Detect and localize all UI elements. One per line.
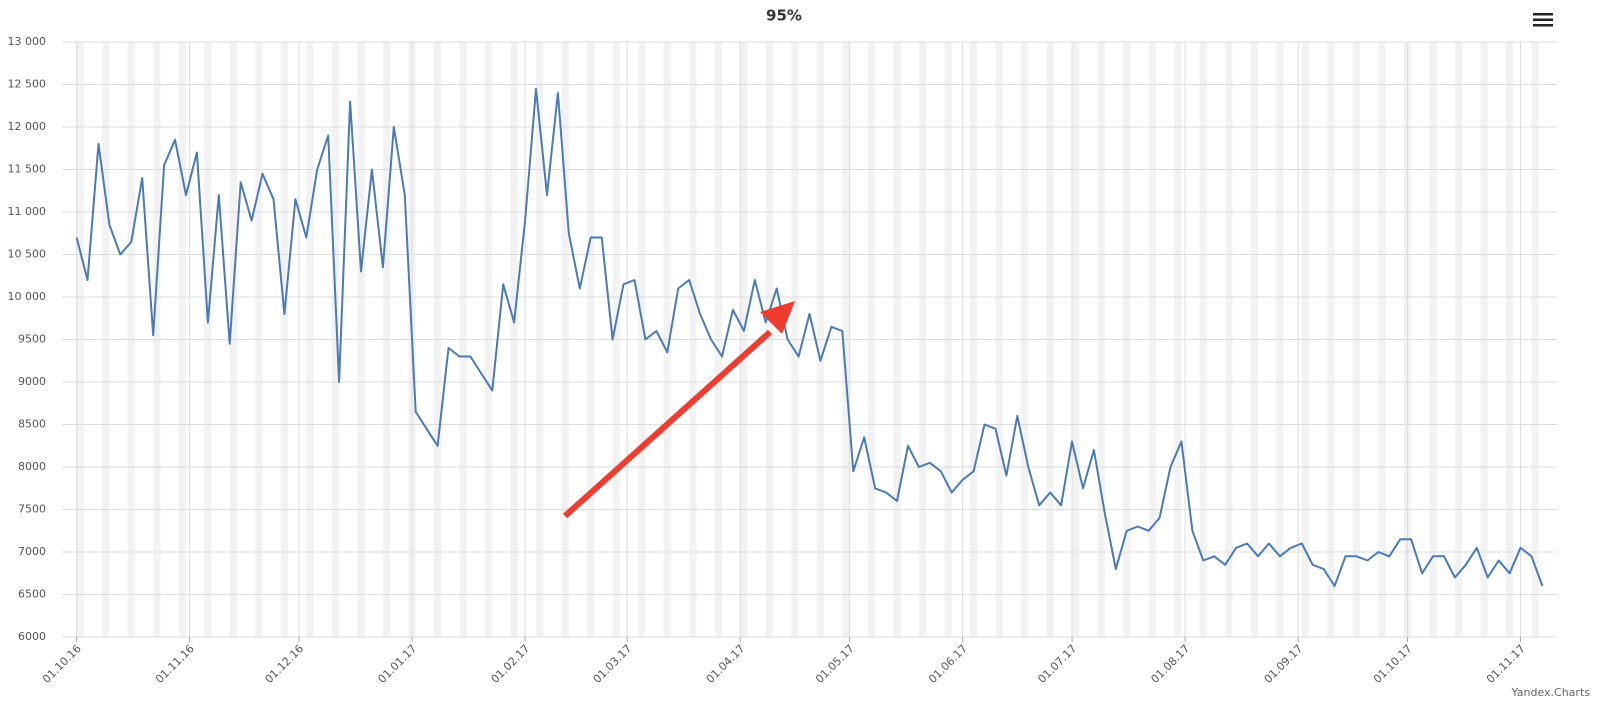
x-tick-label: 01.10.16 [40, 642, 84, 686]
line-series [75, 87, 1544, 587]
y-tick-label: 10 500 [8, 248, 47, 261]
y-tick-label: 8000 [18, 460, 46, 473]
y-tick-label: 8500 [18, 418, 46, 431]
x-tick-label: 01.05.17 [813, 642, 857, 686]
x-tick-label: 01.07.17 [1035, 642, 1079, 686]
y-tick-label: 11 000 [8, 205, 47, 218]
y-tick-label: 9500 [18, 333, 46, 346]
y-tick-label: 7500 [18, 503, 46, 516]
x-tick-label: 01.11.16 [153, 642, 197, 686]
x-tick-label: 01.12.16 [262, 642, 306, 686]
annotation-arrow [562, 329, 773, 519]
credit[interactable]: Yandex.Charts [1511, 686, 1591, 699]
x-tick-label: 01.08.17 [1148, 642, 1192, 686]
x-tick-label: 01.06.17 [926, 642, 970, 686]
x-tick-label: 01.10.17 [1371, 642, 1415, 686]
menu-icon[interactable] [1533, 13, 1553, 27]
y-tick-label: 6500 [18, 588, 46, 601]
x-tick-label: 01.02.17 [488, 642, 532, 686]
x-tick-label: 01.09.17 [1262, 642, 1306, 686]
y-tick-label: 6000 [18, 630, 46, 643]
x-tick-label: 01.03.17 [591, 642, 635, 686]
y-tick-label: 7000 [18, 545, 46, 558]
y-tick-label: 10 000 [8, 290, 47, 303]
y-tick-label: 9000 [18, 375, 46, 388]
y-tick-label: 12 500 [8, 78, 47, 91]
x-tick-label: 01.04.17 [704, 642, 748, 686]
x-tick-label: 01.01.17 [375, 642, 419, 686]
y-tick-label: 11 500 [8, 163, 47, 176]
y-tick-label: 12 000 [8, 120, 47, 133]
annotation-arrowhead [760, 301, 795, 334]
chart-title: 95% [766, 7, 802, 25]
y-tick-label: 13 000 [8, 35, 47, 48]
x-tick-label: 01.11.17 [1484, 642, 1528, 686]
